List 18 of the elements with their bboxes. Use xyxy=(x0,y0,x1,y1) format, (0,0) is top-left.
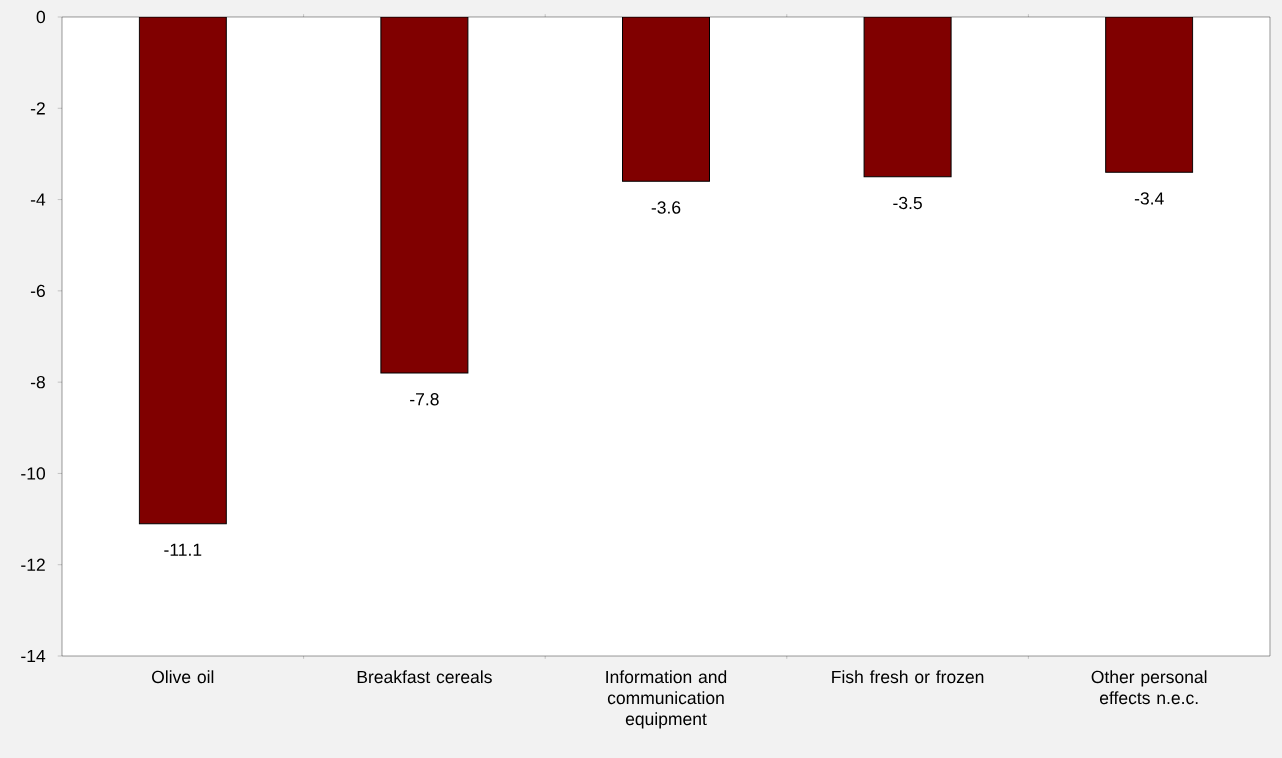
y-tick-label: -2 xyxy=(30,102,45,115)
x-tick-label: Information and communication equipment xyxy=(606,670,727,729)
y-tick-label: -10 xyxy=(21,467,46,480)
data-label: -3.4 xyxy=(1134,192,1164,205)
y-tick-label: -4 xyxy=(30,193,46,206)
data-label: -3.5 xyxy=(893,196,922,210)
y-tick-label: -12 xyxy=(21,558,45,571)
data-label: -3.6 xyxy=(651,201,681,214)
data-label: -7.8 xyxy=(410,393,439,406)
data-label: -11.1 xyxy=(164,543,202,556)
y-tick-label: -14 xyxy=(21,649,46,663)
y-tick-label: 0 xyxy=(36,10,46,24)
y-tick-label: -6 xyxy=(30,284,45,298)
x-tick-label: Olive oil xyxy=(152,670,214,684)
x-tick-label: Fish fresh or frozen xyxy=(832,670,984,684)
x-tick-label: Breakfast cereals xyxy=(357,670,492,684)
y-tick-label: -8 xyxy=(30,375,45,389)
x-tick-label: Other personal effects n.e.c. xyxy=(1091,670,1207,705)
